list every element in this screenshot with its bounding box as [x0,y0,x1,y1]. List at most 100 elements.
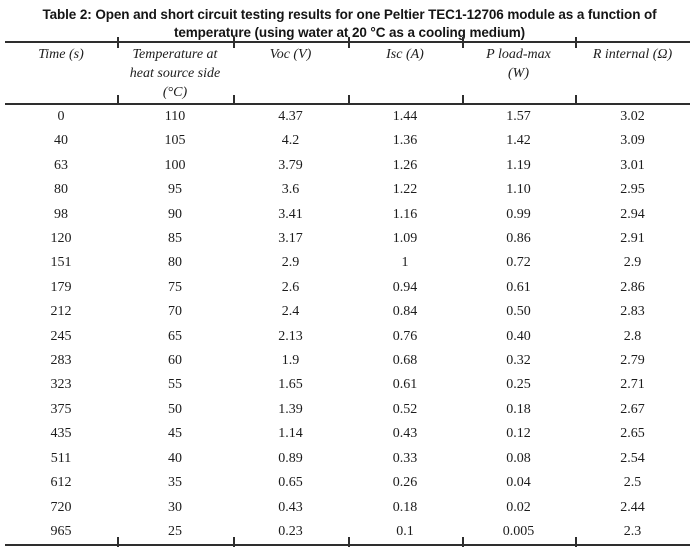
table-cell: 2.4 [281,304,300,320]
table-cell: 1.39 [278,401,303,417]
column-separator-tick [117,95,119,105]
table-row: 245 65 2.13 0.76 0.40 2.8 [5,325,690,349]
table-cell: 2.8 [623,328,642,344]
table-cell: 25 [117,519,233,547]
table-cell: 179 [50,279,72,295]
table-row: 511 40 0.89 0.33 0.08 2.54 [5,447,690,471]
table-cell: 2.91 [620,231,645,247]
table-cell: 120 [50,231,72,247]
table-cell: 612 [50,475,72,491]
table-cell: 100 [164,157,186,173]
table-cell: 965 [5,519,117,547]
column-separator-tick [462,37,464,48]
results-table-body: 0 110 4.37 1.44 1.57 3.02 40 105 4.2 1.36 1.42 3.09… [5,104,690,547]
table-cell: 435 [50,426,72,442]
table-cell: 0.68 [392,353,418,369]
table-row: 179 75 2.6 0.94 0.61 2.86 [5,276,690,300]
column-header-line: Voc (V) [269,47,312,62]
table-cell: 375 [50,401,72,417]
table-caption: Table 2: Open and short circuit testing … [0,6,699,41]
table-cell: 1.57 [506,109,531,124]
table-row: 375 50 1.39 0.52 0.18 2.67 [5,398,690,422]
table-cell: 1.16 [392,206,418,222]
table-cell: 2.3 [575,519,690,547]
table-cell: 70 [168,304,182,320]
table-cell: 2.83 [620,304,645,320]
header-row: Time (s) Temperature at heat source side (°… [5,42,690,105]
table-cell: 90 [168,206,182,222]
table-cell: 95 [168,182,182,198]
results-table-header: Time (s) Temperature at heat source side (°… [5,42,690,105]
table-cell: 30 [168,499,182,515]
table-cell: 323 [50,377,72,393]
column-separator-tick [233,537,235,547]
column-header: Temperature at heat source side (°C) [117,42,233,105]
table-cell: 0.08 [506,450,531,466]
table-cell: 0.04 [506,475,531,491]
table-cell: 0.02 [506,499,531,515]
table-cell: 55 [168,377,182,393]
table-cell: 511 [50,450,72,466]
column-header-line: Time (s) [38,47,84,62]
results-table: Time (s) Temperature at heat source side (°… [5,41,690,547]
table-row: 98 90 3.41 1.16 0.99 2.94 [5,203,690,227]
table-cell: 2.54 [620,450,645,466]
table-row: 120 85 3.17 1.09 0.86 2.91 [5,227,690,251]
table-cell: 3.01 [620,157,645,173]
table-cell: 2.95 [620,182,645,198]
table-cell: 1 [401,255,409,271]
table-row: 151 80 2.9 1 0.72 2.9 [5,251,690,275]
column-header-line: P load-max [486,47,551,62]
table-cell: 65 [168,328,182,344]
table-cell: 1.09 [392,231,418,247]
column-header-line: Temperature at [132,47,218,62]
table-cell: 0.94 [392,279,418,295]
table-cell: 2.79 [620,353,645,369]
table-row: 80 95 3.6 1.22 1.10 2.95 [5,178,690,202]
table-row: 965 25 0.23 0.1 0.005 2.3 [5,519,690,547]
table-cell: 2.5 [623,475,642,491]
table-cell: 0.40 [506,328,531,344]
table-cell: 1.22 [392,182,418,198]
column-separator-tick [575,95,577,105]
table-cell: 3.79 [278,157,303,173]
table-cell: 0 [57,109,65,124]
table-cell: 2.44 [620,499,645,515]
table-cell: 0.43 [278,499,303,515]
table-cell: 2.71 [620,377,645,393]
table-cell: 1.9 [281,353,300,369]
table-cell: 0.50 [506,304,531,320]
table-cell: 2.6 [281,279,300,295]
table-cell: 1.44 [392,109,418,124]
table-cell: 2.13 [278,328,303,344]
column-header: Time (s) [5,42,117,105]
table-row: 0 110 4.37 1.44 1.57 3.02 [5,104,690,129]
table-cell: 0.32 [506,353,531,369]
column-separator-tick [575,37,577,48]
table-cell: 0.72 [506,255,531,271]
table-cell: 2.94 [620,206,645,222]
table-cell: 1.26 [392,157,418,173]
table-cell: 283 [50,353,72,369]
table-cell: 3.41 [278,206,303,222]
table-cell: 0.12 [506,426,531,442]
table-cell: 0.23 [233,519,348,547]
table-cell: 1.42 [506,133,531,149]
table-cell: 0.005 [462,519,575,547]
table-cell: 1.14 [278,426,303,442]
table-cell: 2.86 [620,279,645,295]
table-row: 720 30 0.43 0.18 0.02 2.44 [5,496,690,520]
table-cell: 0.52 [392,401,418,417]
table-cell: 3.6 [281,182,300,198]
table-cell: 50 [168,401,182,417]
table-row: 323 55 1.65 0.61 0.25 2.71 [5,373,690,397]
table-cell: 40 [168,450,182,466]
table-cell: 720 [50,499,72,515]
column-separator-tick [117,537,119,547]
table-cell: 45 [168,426,182,442]
table-cell: 60 [168,353,182,369]
table-cell: 4.37 [278,109,303,124]
column-separator-tick [575,537,577,547]
table-cell: 0.33 [392,450,418,466]
table-cell: 1.19 [506,157,531,173]
